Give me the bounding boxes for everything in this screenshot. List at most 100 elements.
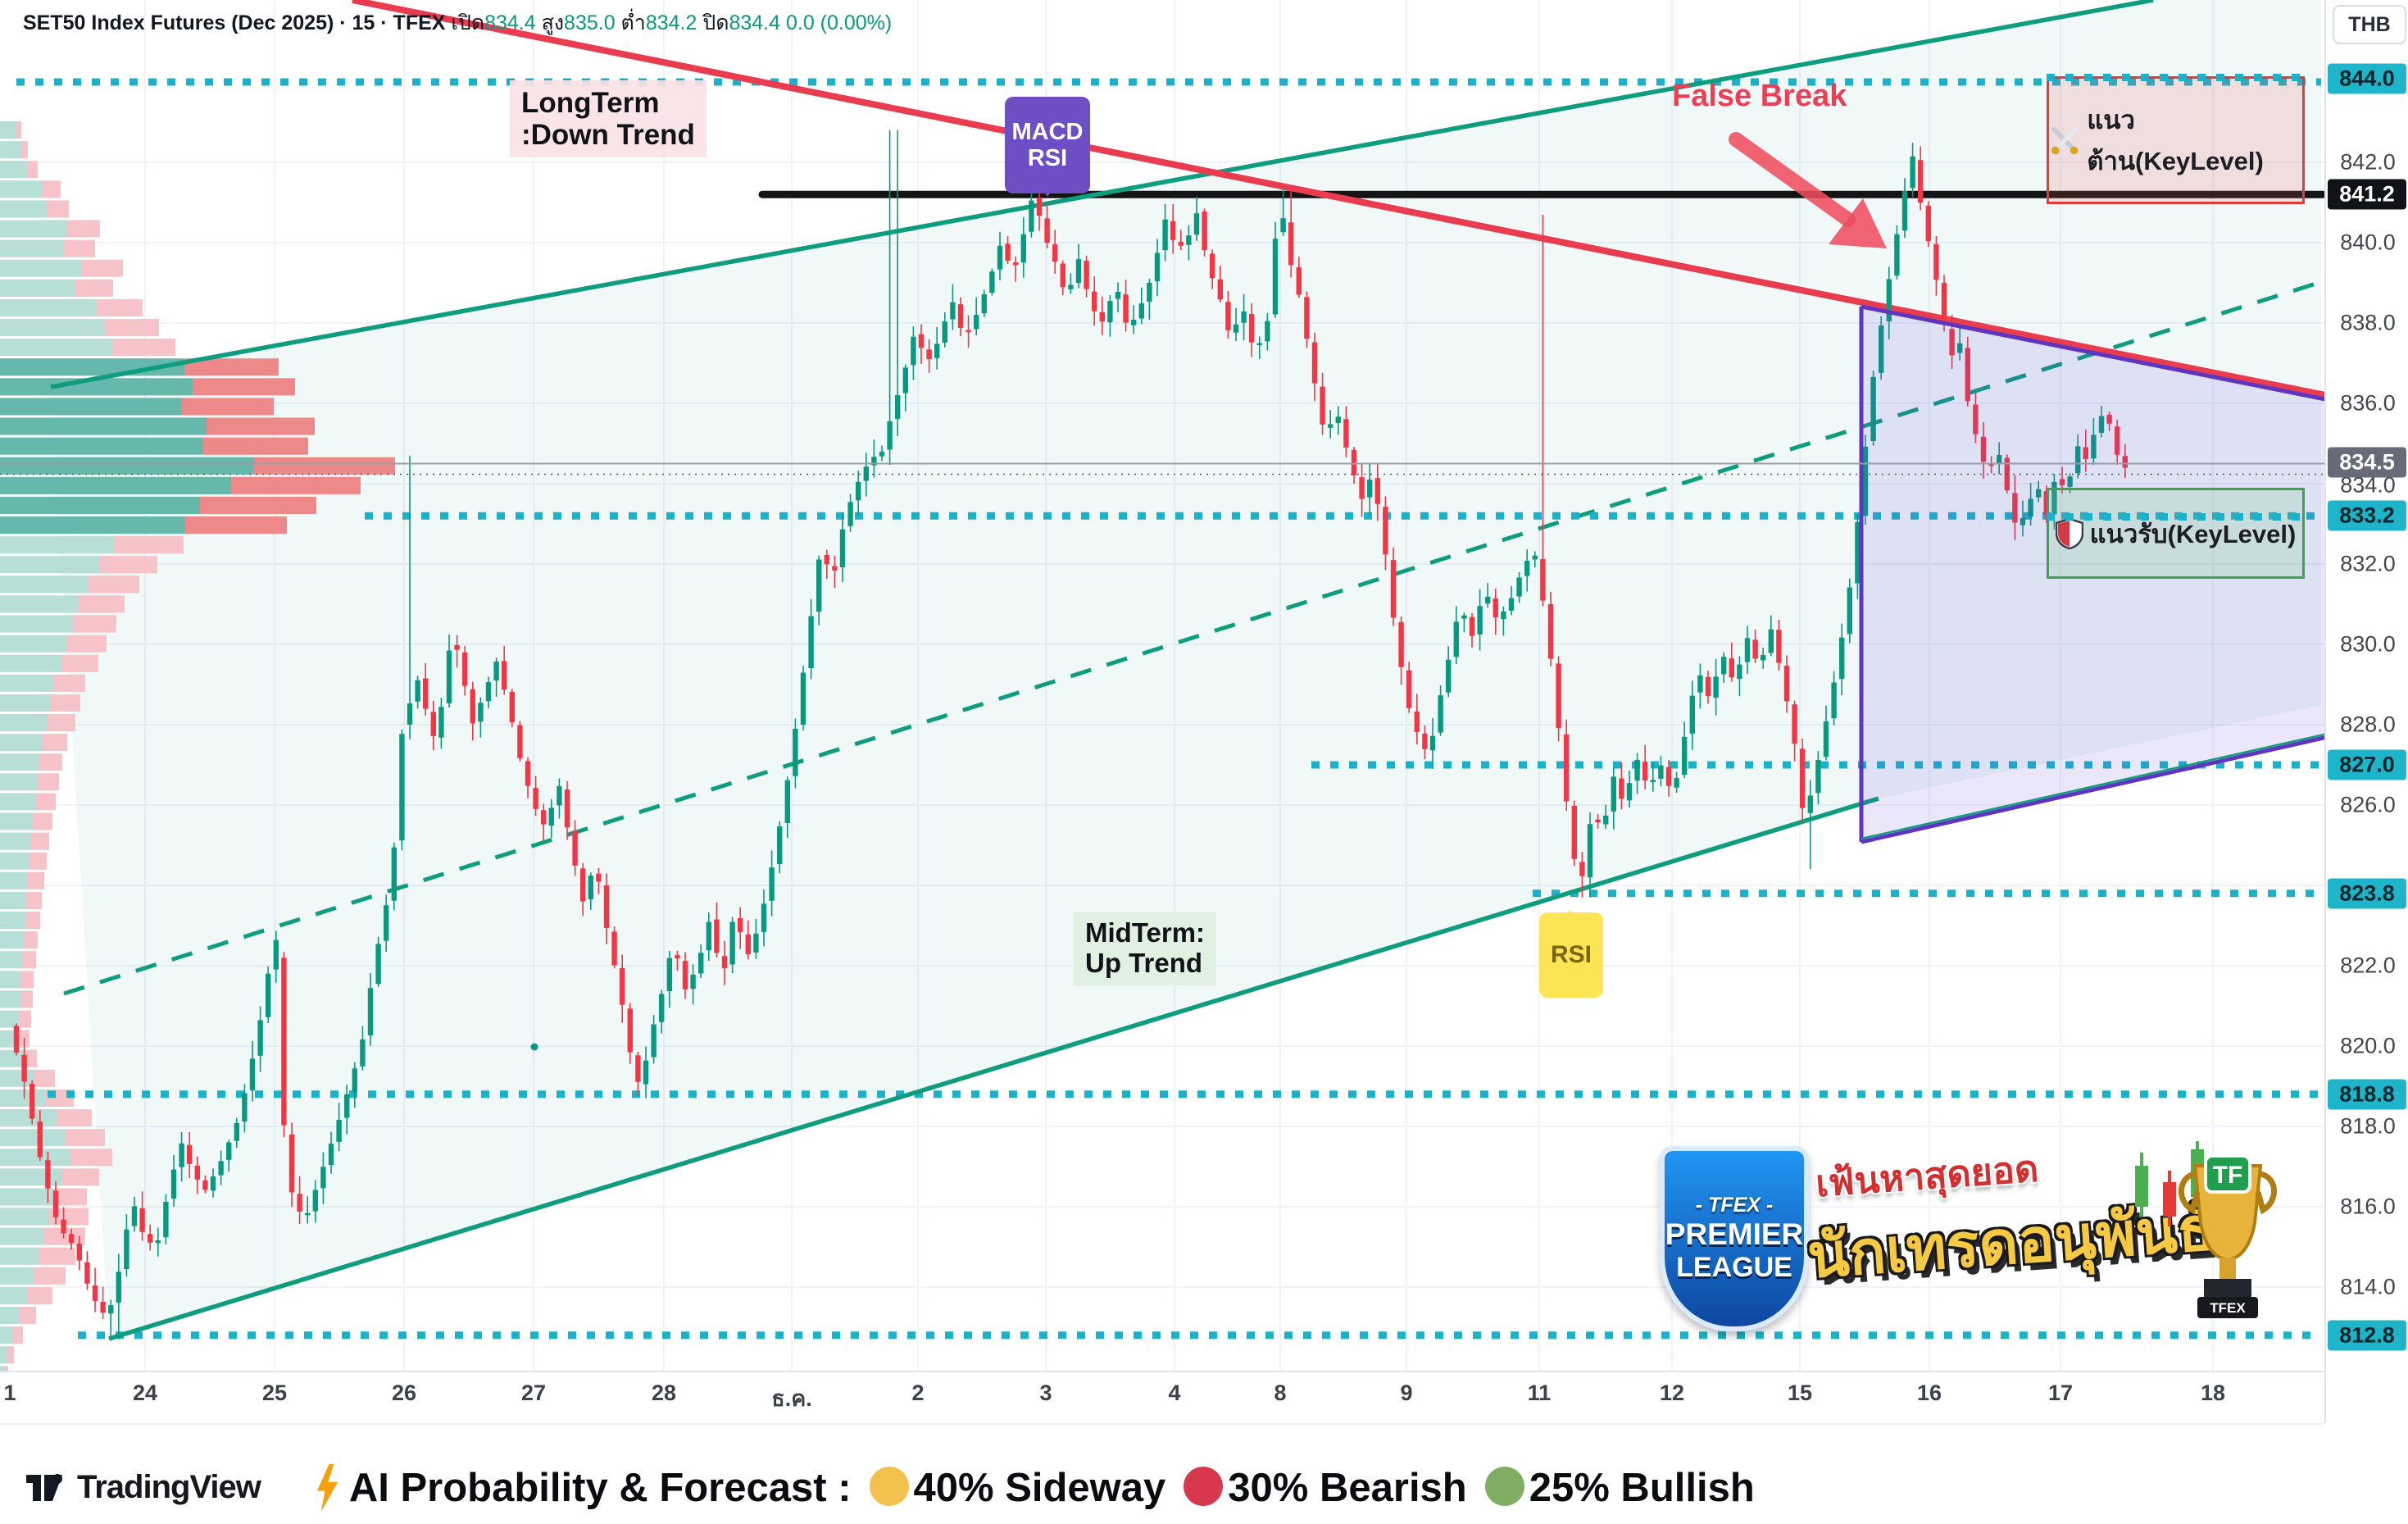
candle-body [170,1169,177,1199]
volume-profile-bar-sell [70,1149,112,1167]
longterm-trend-label[interactable]: LongTerm :Down Trend [510,80,706,158]
macd-rsi-callout[interactable]: MACD RSI [1005,97,1090,197]
price-badge-841.2: 841.2 [2328,179,2406,210]
pennant-edge[interactable] [1861,733,2324,844]
forecast-item-sideway: 40% Sideway [913,1465,1166,1510]
volume-profile-bar-sell [66,1129,105,1147]
candle-body [139,1208,145,1232]
candle-body [627,1008,633,1053]
resistance-keylevel-box[interactable]: แนวต้าน(KeyLevel) [2047,74,2305,204]
candle-body [273,939,279,970]
volume-profile-bar-buy [0,674,54,692]
time-tick: 11 [1527,1381,1552,1405]
candle-body [423,678,429,709]
candle-body [1335,416,1341,423]
green-upper-trendline[interactable] [50,0,2154,389]
volume-profile-bar-buy [0,121,16,139]
symbol-title[interactable]: SET50 Index Futures (Dec 2025) · 15 · TF… [23,11,446,34]
forecast-items: 40% Sideway 30% Bearish 25% Bullish [852,1465,1755,1511]
candle-body [777,826,783,865]
resistance-label: แนวต้าน(KeyLevel) [2087,106,2264,175]
volume-profile-bar-buy [0,378,193,396]
candle-body [588,876,593,899]
volume-profile-bar-buy [0,1208,49,1226]
candle-body [1115,292,1121,299]
candle-body [1556,663,1561,729]
shield-premier-text: PREMIER [1665,1217,1804,1251]
shield-tfex-text: - TFEX - [1695,1194,1774,1217]
candle-body [572,830,578,866]
forecast-item-bullish: 25% Bullish [1529,1465,1755,1510]
volume-profile-bar-sell [57,1109,92,1127]
candle-body [1013,262,1019,266]
volume-profile-bar-sell [193,378,295,396]
candle-body [1084,260,1089,289]
candle-body [1949,329,1955,356]
candle-body [635,1055,641,1082]
pennant-fill[interactable] [1861,307,2324,842]
price-axis[interactable]: 842.0 840.0 838.0 836.0 834.0 832.0 830.0 828.0… [2324,0,2408,1423]
pennant-edge[interactable] [1861,304,2324,403]
candle-body [533,788,538,809]
lightning-bolt-icon [316,1463,338,1512]
rsi-callout[interactable]: RSI [1539,910,1603,998]
candle-body [1060,263,1065,288]
volume-profile-bar-buy [0,457,254,475]
midterm-trend-label[interactable]: MidTerm: Up Trend [1074,912,1217,985]
candle-body [1186,235,1192,245]
candle-body [800,672,806,725]
candle-body [84,1262,90,1284]
volume-profile-bar-buy [0,635,67,653]
candle-body [1524,561,1530,576]
candle-body [249,1058,256,1091]
volume-profile-bar-buy [0,871,28,889]
tradingview-brand[interactable]: TradingView [25,1468,261,1508]
candle-body [336,1120,342,1142]
volume-profile-bar-buy [0,753,39,771]
green-lower-trendline[interactable] [108,796,1879,1341]
volume-profile-bar-buy [0,1267,34,1285]
candle-body [1044,218,1050,243]
candle-body [1217,279,1223,300]
candle-body [1359,477,1365,499]
candle-body [1886,279,1892,322]
volume-profile-bar-sell [54,1188,87,1206]
tradingview-wordmark: TradingView [77,1469,261,1505]
candle-body [989,271,995,293]
candle-body [2051,481,2057,515]
candle-body [1737,664,1742,680]
candle-body [918,334,925,348]
candle-body [320,1167,326,1189]
volume-profile-bar-sell [20,990,33,1008]
volume-profile-bar-sell [184,358,279,376]
volume-profile-bar-sell [30,852,47,870]
volume-profile-bar-sell [20,1307,36,1325]
support-keylevel-box[interactable]: แนวรับ(KeyLevel) [2047,488,2305,579]
volume-profile-bar-buy [0,1109,57,1127]
candle-body [1036,198,1043,216]
candle-body [305,1212,311,1216]
red-downtrend-line[interactable] [352,0,2324,399]
volume-profile-bar-sell [200,496,316,514]
candle-body [1761,654,1766,661]
volume-profile-bar-sell [231,476,361,494]
candle-body [1005,243,1011,262]
symbol-header[interactable]: SET50 Index Futures (Dec 2025) · 15 · TF… [23,7,892,39]
dashed-midline[interactable] [63,280,2322,996]
volume-profile-bar-buy [0,654,62,672]
volume-profile-bar-sell [26,891,42,909]
candle-body [690,974,696,989]
price-badge-818.8: 818.8 [2328,1079,2406,1110]
chart-canvas[interactable] [0,0,2324,1371]
svg-text:TFEX: TFEX [2210,1300,2246,1316]
false-break-label[interactable]: False Break [1672,79,1847,113]
candle-body [706,921,711,951]
volume-profile-bar-sell [44,1227,85,1245]
candle-body [974,315,979,330]
candlestick-chart[interactable] [0,0,2324,1371]
time-tick: 2 [911,1381,925,1405]
currency-button[interactable]: THB [2333,5,2406,44]
candle-body [1815,759,1821,794]
longterm-line2: :Down Trend [521,119,695,152]
time-axis[interactable]: 1 24 25 26 27 28 ธ.ค. 2 3 4 8 9 11 12 15 16 17 18 [0,1371,2324,1425]
